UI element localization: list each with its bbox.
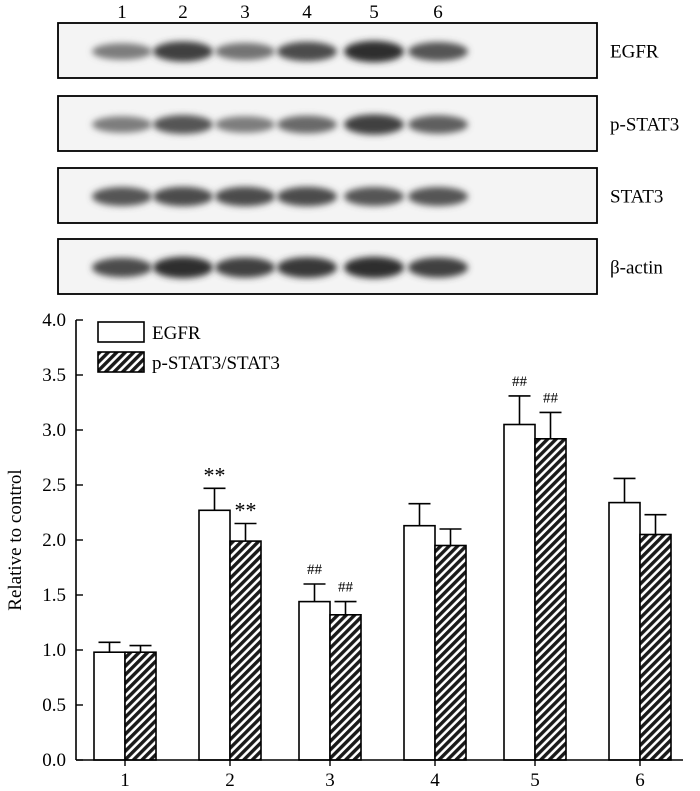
blot-band: [344, 40, 404, 63]
bar-pstat3-stat3: [329, 613, 362, 761]
x-axis-ticks: 1 2 3 4 5 6: [120, 760, 645, 791]
bar-egfr: [93, 651, 126, 761]
x-tick-label: 4: [430, 770, 440, 791]
blot-band: [277, 115, 337, 134]
legend-label: EGFR: [152, 323, 201, 344]
blot-strip: STAT3: [57, 167, 663, 224]
x-tick-label: 6: [635, 770, 645, 791]
blot-strip: p-STAT3: [57, 95, 679, 152]
significance-mark: **: [204, 462, 226, 487]
y-axis-title: Relative to control: [5, 469, 26, 610]
y-axis-ticks: 0.0 0.5 1.0 1.5 2.0 2.5 3.0 3.5 4.0: [42, 310, 83, 771]
blot-band: [277, 257, 337, 278]
blot-band: [215, 257, 275, 278]
blot-band: [408, 115, 468, 134]
y-tick-label: 2.5: [42, 475, 66, 496]
blot-label: EGFR: [610, 42, 659, 63]
blot-band: [92, 43, 152, 60]
y-tick-label: 1.5: [42, 585, 66, 606]
lane-number: 5: [369, 2, 379, 23]
lane-numbers: 1 2 3 4 5 6: [117, 2, 443, 23]
blot-strip: EGFR: [57, 22, 659, 79]
blot-band: [408, 42, 468, 61]
legend-label: p-STAT3/STAT3: [152, 353, 280, 374]
significance-mark: **: [235, 498, 257, 523]
bar-pstat3-stat3: [124, 651, 157, 761]
x-tick-label: 3: [325, 770, 335, 791]
blot-band: [408, 257, 468, 278]
bar-pstat3-stat3: [434, 544, 467, 761]
y-tick-label: 3.5: [42, 365, 66, 386]
blot-band: [153, 256, 213, 279]
blot-band: [153, 186, 213, 207]
y-tick-label: 3.0: [42, 420, 66, 441]
legend-swatch: [97, 351, 145, 373]
significance-mark: ##: [543, 390, 559, 406]
blot-band: [153, 115, 213, 134]
bar-pstat3-stat3: [639, 533, 672, 761]
lane-number: 3: [240, 2, 250, 23]
x-tick-label: 5: [530, 770, 540, 791]
x-tick-label: 2: [225, 770, 235, 791]
significance-mark: ##: [512, 374, 528, 390]
bar-pstat3-stat3: [229, 540, 262, 761]
lane-number: 4: [302, 2, 312, 23]
bar-pstat3-stat3: [534, 437, 567, 761]
bar-chart: Relative to control 0.0 0.5 1.0 1.5 2.0 2.5 3.…: [5, 310, 683, 791]
blot-band: [215, 42, 275, 61]
lane-number: 1: [117, 2, 127, 23]
blot-band: [215, 186, 275, 207]
bar-egfr: [608, 501, 641, 761]
y-tick-label: 4.0: [42, 310, 66, 331]
legend: EGFR p-STAT3/STAT3: [97, 321, 280, 374]
significance-annotations: ** ## ## ** ## ##: [204, 374, 559, 596]
y-tick-label: 0.5: [42, 695, 66, 716]
blot-label: STAT3: [610, 187, 663, 208]
blot-strip: β-actin: [57, 238, 663, 295]
blot-label: p-STAT3: [610, 115, 679, 136]
lane-number: 2: [178, 2, 188, 23]
blot-band: [344, 114, 404, 135]
legend-swatch: [97, 321, 145, 343]
blot-band: [277, 186, 337, 207]
blot-band: [92, 116, 152, 133]
blot-band: [92, 187, 152, 206]
blot-band: [153, 41, 213, 62]
blot-band: [215, 116, 275, 133]
significance-mark: ##: [307, 562, 323, 578]
blot-band: [92, 257, 152, 278]
western-blot-panel: 1 2 3 4 5 6 EGFR p-STAT3 STAT3 β-actin: [57, 2, 679, 295]
x-tick-label: 1: [120, 770, 130, 791]
blot-strips: EGFR p-STAT3 STAT3 β-actin: [57, 22, 679, 295]
bars: [93, 395, 672, 761]
y-tick-label: 0.0: [42, 750, 66, 771]
blot-band: [344, 187, 404, 206]
y-tick-label: 1.0: [42, 640, 66, 661]
lane-number: 6: [433, 2, 443, 23]
blot-band: [408, 187, 468, 206]
blot-label: β-actin: [610, 258, 663, 279]
bar-egfr: [298, 600, 331, 761]
blot-band: [344, 256, 404, 279]
bar-egfr: [198, 509, 231, 761]
bar-egfr: [403, 524, 436, 761]
y-tick-label: 2.0: [42, 530, 66, 551]
blot-band: [277, 41, 337, 62]
significance-mark: ##: [338, 580, 354, 596]
bar-egfr: [503, 423, 536, 761]
